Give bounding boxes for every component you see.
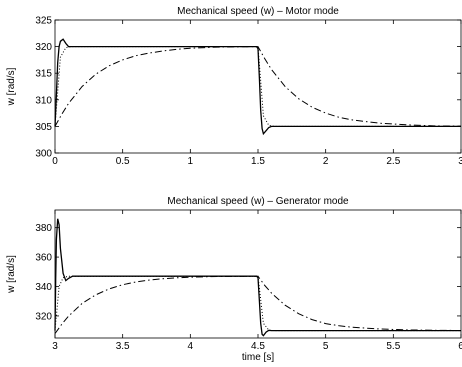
chart1-xtick-label: 1 — [188, 156, 194, 167]
chart2-ytick-label: 340 — [35, 282, 52, 293]
chart2-ylabel: w [rad/s] — [6, 255, 17, 294]
chart1-ytick-label: 305 — [35, 122, 52, 133]
chart2-xtick-label: 4 — [188, 341, 194, 352]
chart1-ytick-label: 315 — [35, 69, 52, 80]
chart1-plot-frame — [54, 19, 462, 154]
chart1-xtick-label: 2.5 — [386, 156, 400, 167]
chart1-xtick-label: 2 — [323, 156, 329, 167]
chart1-series-dashdot-line — [54, 46, 462, 127]
chart1-ytick-label: 300 — [35, 149, 52, 160]
chart2-series-dashdot-line — [54, 275, 462, 334]
chart2-plot-frame — [54, 209, 462, 339]
chart1-xtick-label: 1.5 — [251, 156, 265, 167]
chart1-xtick-label: 0 — [52, 156, 58, 167]
chart2-xlabel: time [s] — [242, 352, 274, 363]
chart2-xtick-label: 4.5 — [251, 341, 265, 352]
chart2-ytick-label: 320 — [35, 311, 52, 322]
chart1-ytick-label: 310 — [35, 95, 52, 106]
chart2-xtick-label: 5.5 — [386, 341, 400, 352]
chart2-xtick-label: 5 — [323, 341, 329, 352]
chart2-series-solid-line — [54, 218, 461, 337]
chart1-xtick-label: 0.5 — [116, 156, 130, 167]
chart1-ytick-label: 325 — [35, 16, 52, 27]
chart1-ytick-label: 320 — [35, 42, 52, 53]
chart2-ytick-label: 380 — [35, 223, 52, 234]
chart1-title: Mechanical speed (w) – Motor mode — [177, 6, 339, 17]
chart1-ylabel: w [rad/s] — [6, 67, 17, 106]
chart1-xtick-label: 3 — [458, 156, 462, 167]
chart2-ytick-label: 360 — [35, 253, 52, 264]
chart2-title: Mechanical speed (w) – Generator mode — [167, 196, 349, 207]
chart2-xtick-label: 3.5 — [116, 341, 130, 352]
chart1-series-solid-line — [54, 38, 461, 136]
chart2-xtick-label: 6 — [458, 341, 462, 352]
chart2-xtick-label: 3 — [52, 341, 58, 352]
